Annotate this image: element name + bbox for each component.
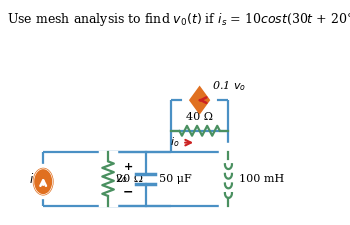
Text: Use mesh analysis to find $v_0(t)$ if $i_s$ = 10$cost$(30$t$ + 20°)$A$: Use mesh analysis to find $v_0(t)$ if $i… (7, 11, 350, 28)
Polygon shape (190, 87, 209, 113)
Text: −: − (123, 186, 133, 199)
Text: +: + (124, 162, 133, 172)
Text: 20 Ω: 20 Ω (116, 174, 143, 184)
Text: $v_o$: $v_o$ (114, 173, 127, 184)
Text: 50 μF: 50 μF (159, 174, 191, 184)
Circle shape (34, 169, 52, 194)
Text: 0.1 $v_o$: 0.1 $v_o$ (212, 79, 246, 93)
Text: 40 Ω: 40 Ω (186, 112, 213, 122)
Text: $i_s$: $i_s$ (29, 172, 39, 188)
Text: 100 mH: 100 mH (238, 174, 284, 184)
Text: $i_o$: $i_o$ (170, 135, 180, 149)
